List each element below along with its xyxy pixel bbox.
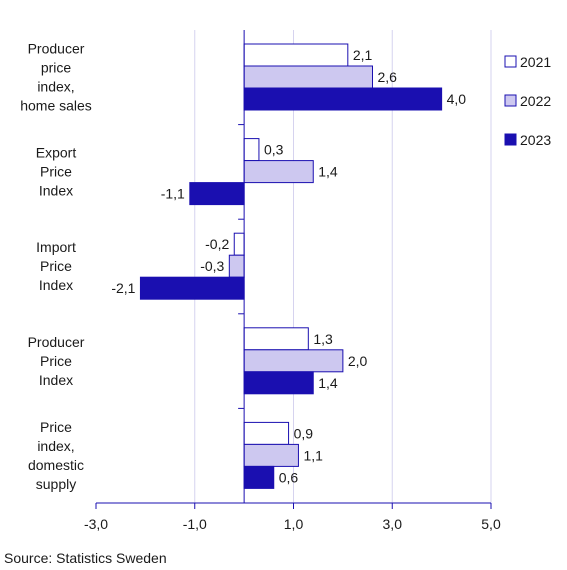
category-label-2: Import Price Index (36, 239, 76, 293)
legend-swatch-2022 (504, 94, 517, 107)
category-label-line: home sales (20, 98, 92, 114)
data-label-2022-4: 1,1 (303, 447, 323, 463)
category-label-line: Export (36, 145, 77, 161)
legend-swatch-2021 (504, 55, 517, 68)
category-label-3: Producer Price Index (28, 334, 85, 388)
data-label-2021-2: -0,2 (205, 236, 229, 252)
legend-label-2023: 2023 (520, 132, 551, 148)
data-label-2022-2: -0,3 (200, 258, 224, 274)
category-label-0: Producer price index, home sales (20, 41, 92, 114)
x-tick-label-4: 5,0 (481, 516, 501, 532)
bar-2023-4 (243, 465, 275, 489)
data-label-2023-3: 1,4 (318, 375, 338, 391)
source-note: Source: Statistics Sweden (4, 550, 167, 566)
category-label-line: supply (36, 476, 76, 492)
data-label-2021-4: 0,9 (294, 425, 314, 441)
category-label-line: Price (40, 164, 72, 180)
data-label-2021-1: 0,3 (264, 142, 284, 158)
bar-2022-3 (243, 349, 344, 373)
data-label-2022-3: 2,0 (348, 353, 368, 369)
bar-2021-0 (243, 43, 349, 67)
x-tick-label-3: 3,0 (383, 516, 403, 532)
x-tick-label-1: -1,0 (183, 516, 207, 532)
data-label-2021-3: 1,3 (313, 331, 333, 347)
bar-2021-2 (233, 232, 245, 256)
category-label-line: Price (40, 353, 72, 369)
bar-2021-1 (243, 138, 260, 162)
data-label-2023-0: 4,0 (447, 91, 467, 107)
category-label-line: Price (40, 419, 72, 435)
x-tick-label-2: 1,0 (284, 516, 304, 532)
category-label-line: Index (39, 372, 73, 388)
category-label-line: Index (39, 183, 73, 199)
category-label-line: Producer (28, 41, 85, 57)
category-label-line: price (41, 60, 72, 76)
data-label-2022-1: 1,4 (318, 164, 338, 180)
bar-2022-0 (243, 65, 373, 89)
bar-2023-2 (139, 276, 245, 300)
bar-2022-2 (228, 254, 245, 278)
category-label-line: index, (37, 438, 74, 454)
category-label-line: Index (39, 277, 73, 293)
bar-2022-1 (243, 160, 314, 184)
x-tick-label-0: -3,0 (84, 516, 108, 532)
bar-2023-1 (189, 182, 245, 206)
category-label-4: Price index, domestic supply (28, 419, 84, 492)
bar-2022-4 (243, 443, 299, 467)
data-label-2022-0: 2,6 (378, 69, 398, 85)
legend-label-2022: 2022 (520, 93, 551, 109)
category-label-line: Import (36, 239, 76, 255)
category-label-line: Price (40, 258, 72, 274)
category-label-1: Export Price Index (36, 145, 77, 199)
data-label-2021-0: 2,1 (353, 47, 373, 63)
data-label-2023-1: -1,1 (161, 186, 185, 202)
category-label-line: domestic (28, 457, 84, 473)
bar-2023-3 (243, 371, 314, 395)
bar-chart: 2,1 2,6 4,0 Producer price index, home sales 0,… (20, 30, 551, 532)
category-label-line: Producer (28, 334, 85, 350)
legend-swatch-2023 (504, 133, 517, 146)
category-label-line: index, (37, 79, 74, 95)
bar-2023-0 (243, 87, 443, 111)
bar-2021-4 (243, 421, 290, 445)
legend-label-2021: 2021 (520, 54, 551, 70)
data-label-2023-2: -2,1 (111, 280, 135, 296)
data-label-2023-4: 0,6 (279, 469, 299, 485)
bar-2021-3 (243, 327, 309, 351)
